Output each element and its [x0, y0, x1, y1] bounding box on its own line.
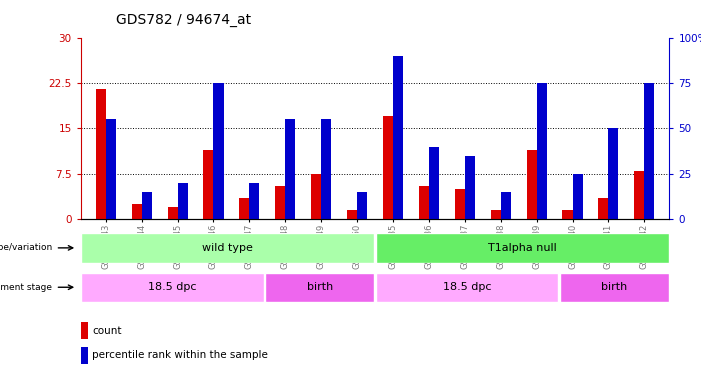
- Text: 18.5 dpc: 18.5 dpc: [149, 282, 197, 292]
- Bar: [465, 156, 475, 219]
- Bar: [81, 346, 88, 364]
- Bar: [455, 189, 465, 219]
- Bar: [203, 150, 214, 219]
- Text: development stage: development stage: [0, 283, 53, 292]
- Bar: [177, 183, 188, 219]
- Bar: [357, 192, 367, 219]
- Bar: [168, 207, 177, 219]
- Bar: [501, 192, 511, 219]
- Bar: [81, 233, 374, 262]
- Bar: [644, 83, 654, 219]
- Bar: [573, 174, 583, 219]
- Bar: [275, 186, 285, 219]
- Bar: [562, 210, 573, 219]
- Bar: [81, 273, 264, 302]
- Bar: [376, 273, 558, 302]
- Bar: [239, 198, 250, 219]
- Bar: [536, 83, 547, 219]
- Bar: [347, 210, 357, 219]
- Bar: [311, 174, 321, 219]
- Bar: [321, 119, 332, 219]
- Bar: [393, 56, 403, 219]
- Bar: [81, 322, 88, 339]
- Bar: [266, 273, 374, 302]
- Text: 18.5 dpc: 18.5 dpc: [443, 282, 491, 292]
- Bar: [383, 116, 393, 219]
- Bar: [608, 129, 618, 219]
- Bar: [376, 233, 669, 262]
- Text: T1alpha null: T1alpha null: [488, 243, 557, 253]
- Bar: [599, 198, 608, 219]
- Bar: [285, 119, 295, 219]
- Bar: [106, 119, 116, 219]
- Text: birth: birth: [307, 282, 333, 292]
- Text: GDS782 / 94674_at: GDS782 / 94674_at: [116, 13, 251, 27]
- Bar: [526, 150, 536, 219]
- Bar: [418, 186, 429, 219]
- Bar: [250, 183, 259, 219]
- Bar: [634, 171, 644, 219]
- Bar: [429, 147, 439, 219]
- Bar: [132, 204, 142, 219]
- Bar: [214, 83, 224, 219]
- Text: percentile rank within the sample: percentile rank within the sample: [92, 350, 268, 360]
- Bar: [96, 89, 106, 219]
- Text: wild type: wild type: [203, 243, 253, 253]
- Bar: [142, 192, 151, 219]
- Text: birth: birth: [601, 282, 627, 292]
- Bar: [560, 273, 669, 302]
- Bar: [491, 210, 501, 219]
- Text: count: count: [92, 326, 121, 336]
- Text: genotype/variation: genotype/variation: [0, 243, 53, 252]
